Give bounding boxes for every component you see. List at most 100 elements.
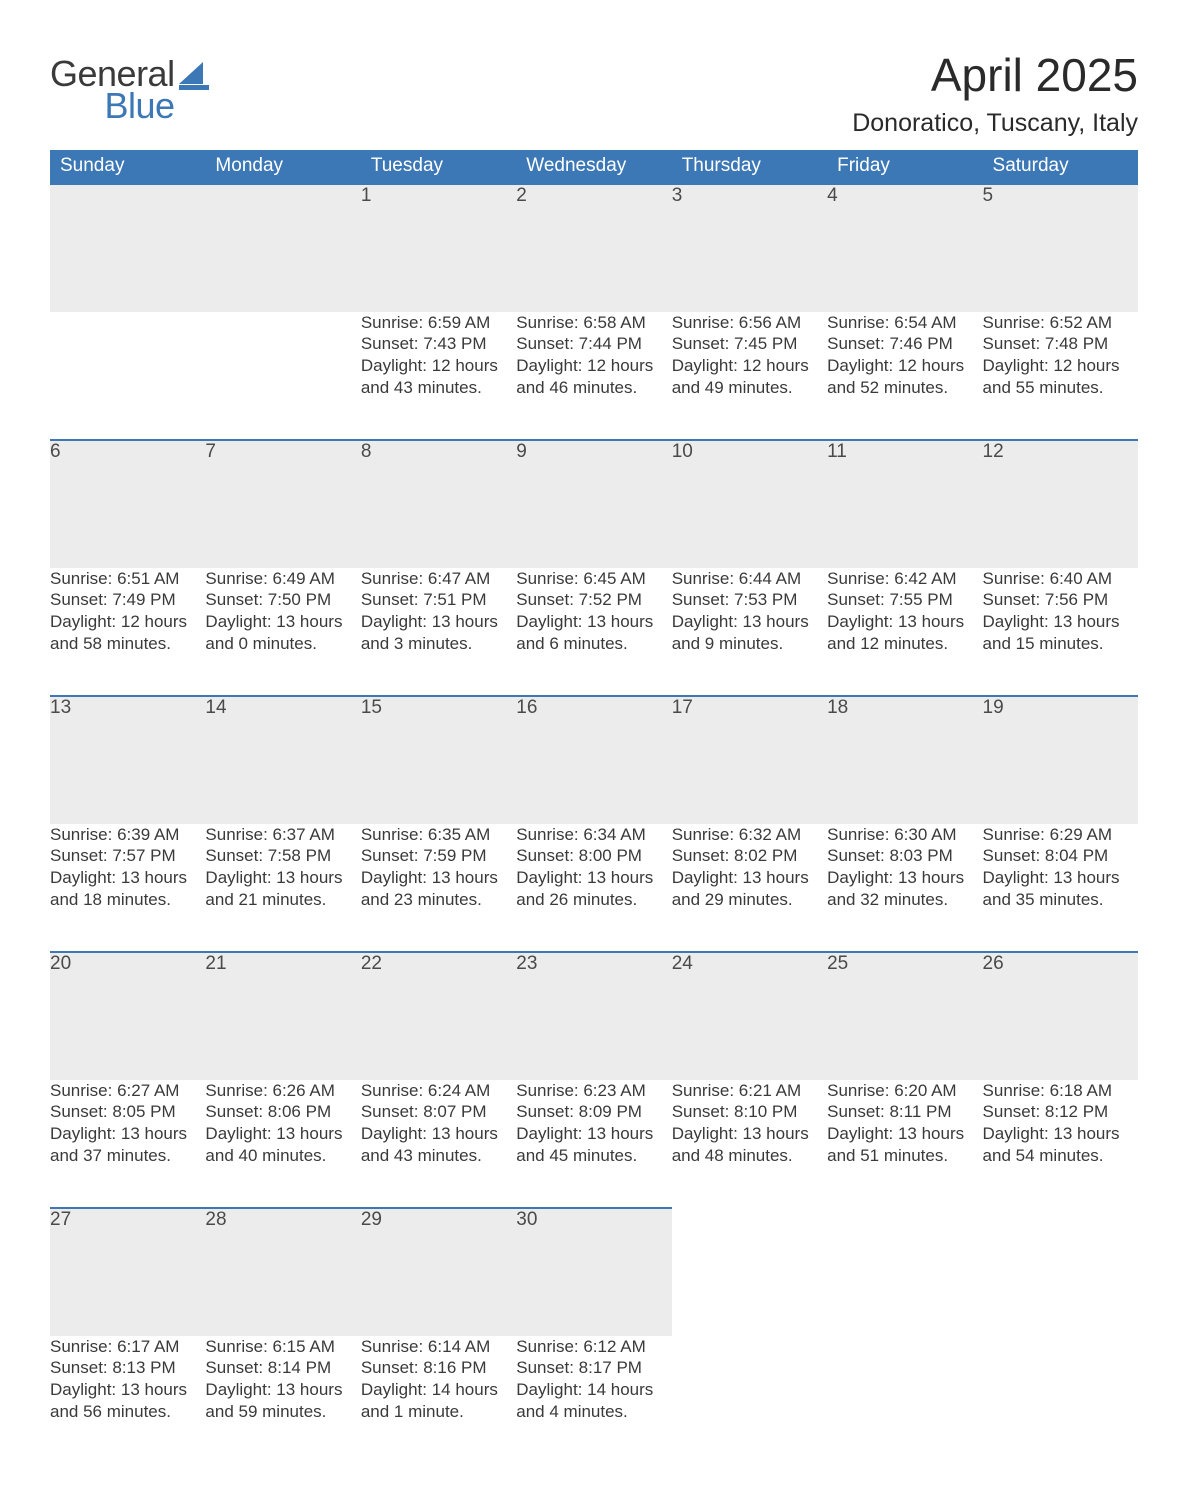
sunrise-line: Sunrise: 6:20 AM bbox=[827, 1080, 982, 1102]
daylight-line: Daylight: 13 hours and 35 minutes. bbox=[983, 867, 1138, 911]
daylight-line: Daylight: 14 hours and 1 minute. bbox=[361, 1379, 516, 1423]
sunset-line: Sunset: 7:55 PM bbox=[827, 589, 982, 611]
sunrise-line: Sunrise: 6:52 AM bbox=[983, 312, 1138, 334]
day-number-cell bbox=[205, 184, 360, 312]
day-number-cell: 7 bbox=[205, 440, 360, 568]
sunset-line: Sunset: 7:51 PM bbox=[361, 589, 516, 611]
day-info-cell bbox=[672, 1336, 827, 1464]
sunset-line: Sunset: 8:04 PM bbox=[983, 845, 1138, 867]
day-number-cell: 16 bbox=[516, 696, 671, 824]
day-info-cell bbox=[827, 1336, 982, 1464]
sunrise-line: Sunrise: 6:35 AM bbox=[361, 824, 516, 846]
sunset-line: Sunset: 7:59 PM bbox=[361, 845, 516, 867]
daylight-line: Daylight: 13 hours and 26 minutes. bbox=[516, 867, 671, 911]
day-number-cell: 26 bbox=[983, 952, 1138, 1080]
day-info-cell: Sunrise: 6:49 AMSunset: 7:50 PMDaylight:… bbox=[205, 568, 360, 696]
sunset-line: Sunset: 8:12 PM bbox=[983, 1101, 1138, 1123]
sunset-line: Sunset: 7:44 PM bbox=[516, 333, 671, 355]
day-number-cell bbox=[983, 1208, 1138, 1336]
day-info-row: Sunrise: 6:51 AMSunset: 7:49 PM Daylight:… bbox=[50, 568, 1138, 696]
day-info-cell: Sunrise: 6:42 AMSunset: 7:55 PMDaylight:… bbox=[827, 568, 982, 696]
day-number-cell: 30 bbox=[516, 1208, 671, 1336]
day-info-cell: Sunrise: 6:27 AMSunset: 8:05 PMDaylight:… bbox=[50, 1080, 205, 1208]
day-number-cell: 2 bbox=[516, 184, 671, 312]
daylight-line: Daylight: 13 hours and 18 minutes. bbox=[50, 867, 205, 911]
sunrise-line: Sunrise: 6:40 AM bbox=[983, 568, 1138, 590]
day-number-cell: 13 bbox=[50, 696, 205, 824]
logo-text: General Blue bbox=[50, 56, 175, 124]
day-number-cell bbox=[50, 184, 205, 312]
day-number-cell: 18 bbox=[827, 696, 982, 824]
sunrise-line: Sunrise: 6:32 AM bbox=[672, 824, 827, 846]
day-number-cell: 9 bbox=[516, 440, 671, 568]
sunrise-line: Sunrise: 6:23 AM bbox=[516, 1080, 671, 1102]
day-number-cell: 29 bbox=[361, 1208, 516, 1336]
day-number-cell: 3 bbox=[672, 184, 827, 312]
sunset-line: Sunset: 7:53 PM bbox=[672, 589, 827, 611]
day-info-cell: Sunrise: 6:56 AMSunset: 7:45 PMDaylight:… bbox=[672, 312, 827, 440]
daylight-line: Daylight: 13 hours and 12 minutes. bbox=[827, 611, 982, 655]
day-info-cell: Sunrise: 6:14 AMSunset: 8:16 PMDaylight:… bbox=[361, 1336, 516, 1464]
sunrise-line: Sunrise: 6:26 AM bbox=[205, 1080, 360, 1102]
sunset-line: Sunset: 8:09 PM bbox=[516, 1101, 671, 1123]
daylight-line: Daylight: 13 hours and 37 minutes. bbox=[50, 1123, 205, 1167]
day-info-row: Sunrise: 6:39 AMSunset: 7:57 PMDaylight:… bbox=[50, 824, 1138, 952]
sunset-line: Sunset: 7:43 PM bbox=[361, 333, 516, 355]
weekday-header: Saturday bbox=[983, 150, 1138, 184]
sunrise-line: Sunrise: 6:29 AM bbox=[983, 824, 1138, 846]
sunrise-line: Sunrise: 6:18 AM bbox=[983, 1080, 1138, 1102]
sunrise-line: Sunrise: 6:56 AM bbox=[672, 312, 827, 334]
day-info-cell: Sunrise: 6:21 AMSunset: 8:10 PMDaylight:… bbox=[672, 1080, 827, 1208]
sunset-line: Sunset: 8:00 PM bbox=[516, 845, 671, 867]
sunset-line: Sunset: 8:02 PM bbox=[672, 845, 827, 867]
sunrise-line: Sunrise: 6:14 AM bbox=[361, 1336, 516, 1358]
sunrise-line: Sunrise: 6:51 AM bbox=[50, 568, 205, 590]
weekday-header-row: Sunday Monday Tuesday Wednesday Thursday… bbox=[50, 150, 1138, 184]
day-number-cell: 17 bbox=[672, 696, 827, 824]
location-subtitle: Donoratico, Tuscany, Italy bbox=[852, 109, 1138, 138]
day-number-cell: 22 bbox=[361, 952, 516, 1080]
sunset-line: Sunset: 8:05 PM bbox=[50, 1101, 205, 1123]
calendar-page: General Blue April 2025 Donoratico, Tusc… bbox=[0, 0, 1188, 1504]
sunrise-line: Sunrise: 6:49 AM bbox=[205, 568, 360, 590]
sunset-line: Sunset: 7:49 PM bbox=[50, 589, 205, 611]
day-number-cell: 21 bbox=[205, 952, 360, 1080]
calendar-table: Sunday Monday Tuesday Wednesday Thursday… bbox=[50, 150, 1138, 1464]
day-info-cell: Sunrise: 6:47 AMSunset: 7:51 PMDaylight:… bbox=[361, 568, 516, 696]
daylight-line: Daylight: 13 hours and 21 minutes. bbox=[205, 867, 360, 911]
day-info-cell: Sunrise: 6:30 AMSunset: 8:03 PMDaylight:… bbox=[827, 824, 982, 952]
day-number-cell: 19 bbox=[983, 696, 1138, 824]
day-info-cell: Sunrise: 6:40 AMSunset: 7:56 PMDaylight:… bbox=[983, 568, 1138, 696]
sunrise-line: Sunrise: 6:30 AM bbox=[827, 824, 982, 846]
day-info-cell: Sunrise: 6:52 AMSunset: 7:48 PMDaylight:… bbox=[983, 312, 1138, 440]
day-number-row: 6789101112 bbox=[50, 440, 1138, 568]
sunrise-line: Sunrise: 6:27 AM bbox=[50, 1080, 205, 1102]
daylight-line: Daylight: 13 hours and 56 minutes. bbox=[50, 1379, 205, 1423]
daylight-line: Daylight: 14 hours and 4 minutes. bbox=[516, 1379, 671, 1423]
sunset-line: Sunset: 7:50 PM bbox=[205, 589, 360, 611]
day-number-cell: 14 bbox=[205, 696, 360, 824]
daylight-line: Daylight: 13 hours and 9 minutes. bbox=[672, 611, 827, 655]
day-info-cell: Sunrise: 6:39 AMSunset: 7:57 PMDaylight:… bbox=[50, 824, 205, 952]
day-info-cell: Sunrise: 6:29 AMSunset: 8:04 PMDaylight:… bbox=[983, 824, 1138, 952]
sunrise-line: Sunrise: 6:15 AM bbox=[205, 1336, 360, 1358]
day-info-cell: Sunrise: 6:44 AMSunset: 7:53 PMDaylight:… bbox=[672, 568, 827, 696]
day-number-row: 20212223242526 bbox=[50, 952, 1138, 1080]
daylight-line: Daylight: 13 hours and 43 minutes. bbox=[361, 1123, 516, 1167]
sunrise-line: Sunrise: 6:45 AM bbox=[516, 568, 671, 590]
daylight-line: Daylight: 13 hours and 29 minutes. bbox=[672, 867, 827, 911]
day-number-row: 13141516171819 bbox=[50, 696, 1138, 824]
day-number-cell: 8 bbox=[361, 440, 516, 568]
sunrise-line: Sunrise: 6:37 AM bbox=[205, 824, 360, 846]
daylight-line: Daylight: 13 hours and 54 minutes. bbox=[983, 1123, 1138, 1167]
day-number-cell: 6 bbox=[50, 440, 205, 568]
calendar-body: 12345Sunrise: 6:59 AMSunset: 7:43 PMDayl… bbox=[50, 184, 1138, 1464]
sunrise-line: Sunrise: 6:44 AM bbox=[672, 568, 827, 590]
day-number-cell: 28 bbox=[205, 1208, 360, 1336]
sunset-line: Sunset: 8:17 PM bbox=[516, 1357, 671, 1379]
day-number-cell: 10 bbox=[672, 440, 827, 568]
sunset-line: Sunset: 8:10 PM bbox=[672, 1101, 827, 1123]
daylight-line: Daylight: 13 hours and 59 minutes. bbox=[205, 1379, 360, 1423]
weekday-header: Thursday bbox=[672, 150, 827, 184]
day-info-cell: Sunrise: 6:45 AMSunset: 7:52 PMDaylight:… bbox=[516, 568, 671, 696]
